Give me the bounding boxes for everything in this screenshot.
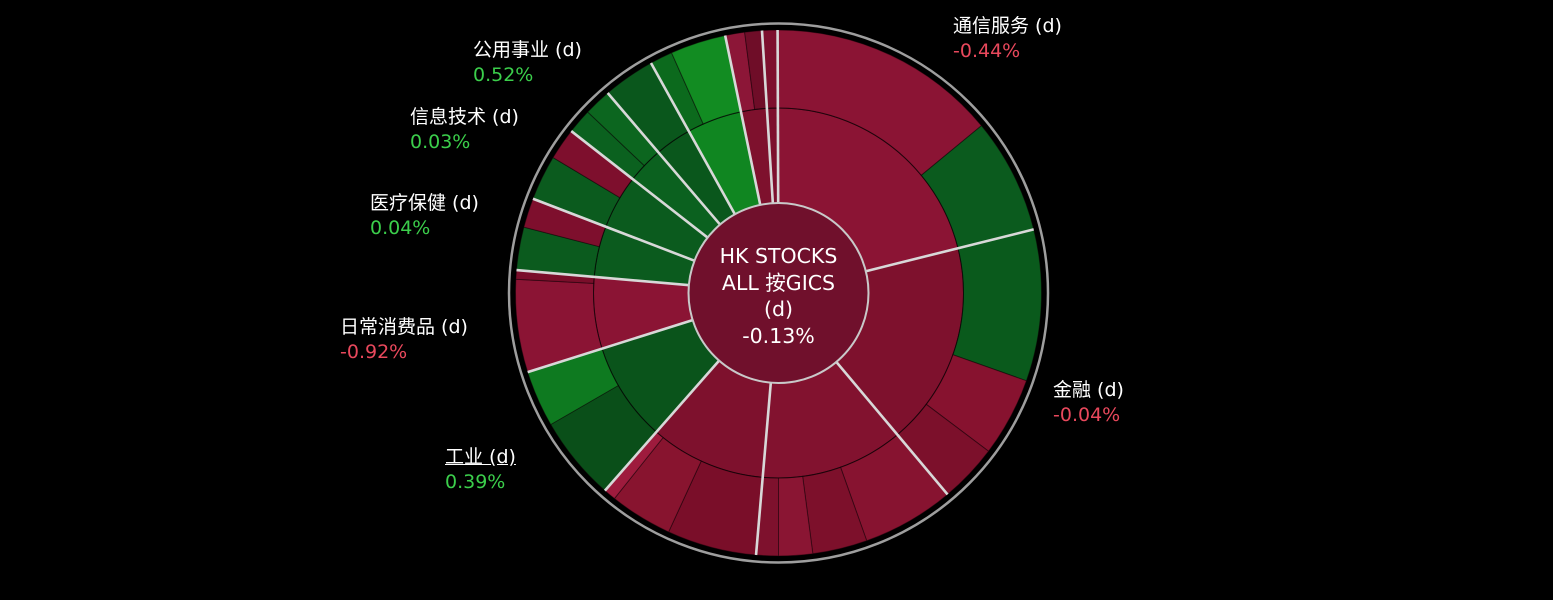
sector-label-value: 0.39% xyxy=(445,471,506,493)
chart-outline xyxy=(507,22,1050,564)
sector-label-value: 0.03% xyxy=(410,131,471,153)
sector-divider xyxy=(834,359,949,496)
subsector-arc[interactable] xyxy=(952,228,1042,382)
center-circle[interactable] xyxy=(687,202,870,384)
sector-divider xyxy=(527,318,695,374)
sector-label[interactable]: 公用事业 (d) 0.52% xyxy=(473,39,582,86)
sector-divider xyxy=(760,30,775,206)
sector-label-value: -0.04% xyxy=(1053,404,1121,426)
sector-label[interactable]: 通信服务 (d) -0.44% xyxy=(953,15,1062,62)
sector-divider xyxy=(723,35,762,208)
sector-label[interactable]: 日常消费品 (d) -0.92% xyxy=(340,316,468,363)
sector-label[interactable]: 医疗保健 (d) 0.04% xyxy=(370,192,479,239)
sector-label-name[interactable]: 工业 (d) xyxy=(445,446,516,468)
sector-label-value: 0.52% xyxy=(473,64,534,86)
sector-divider xyxy=(516,268,691,287)
sector-divider xyxy=(776,29,780,206)
sector-label-value: -0.44% xyxy=(953,40,1021,62)
sector-label-name[interactable]: 公用事业 (d) xyxy=(473,39,582,61)
sector-label[interactable]: 工业 (d) 0.39% xyxy=(445,446,516,493)
sector-divider xyxy=(603,358,722,492)
sector-label-name[interactable]: 通信服务 (d) xyxy=(953,15,1062,37)
sector-divider xyxy=(754,380,773,556)
sector-divider xyxy=(649,62,737,217)
sector-label-name[interactable]: 医疗保健 (d) xyxy=(370,192,479,214)
sector-divider xyxy=(570,130,710,240)
sector-label-value: 0.04% xyxy=(370,217,431,239)
sector-label[interactable]: 信息技术 (d) 0.03% xyxy=(410,106,519,153)
sector-label-value: -0.92% xyxy=(340,341,408,363)
sector-label[interactable]: 金融 (d) -0.04% xyxy=(1053,379,1124,426)
sector-divider xyxy=(863,228,1035,273)
sector-label-name[interactable]: 日常消费品 (d) xyxy=(340,316,468,338)
sector-divider xyxy=(606,92,723,227)
sector-label-name[interactable]: 信息技术 (d) xyxy=(410,106,519,128)
sector-divider xyxy=(532,197,697,263)
sector-label-name[interactable]: 金融 (d) xyxy=(1053,379,1124,401)
